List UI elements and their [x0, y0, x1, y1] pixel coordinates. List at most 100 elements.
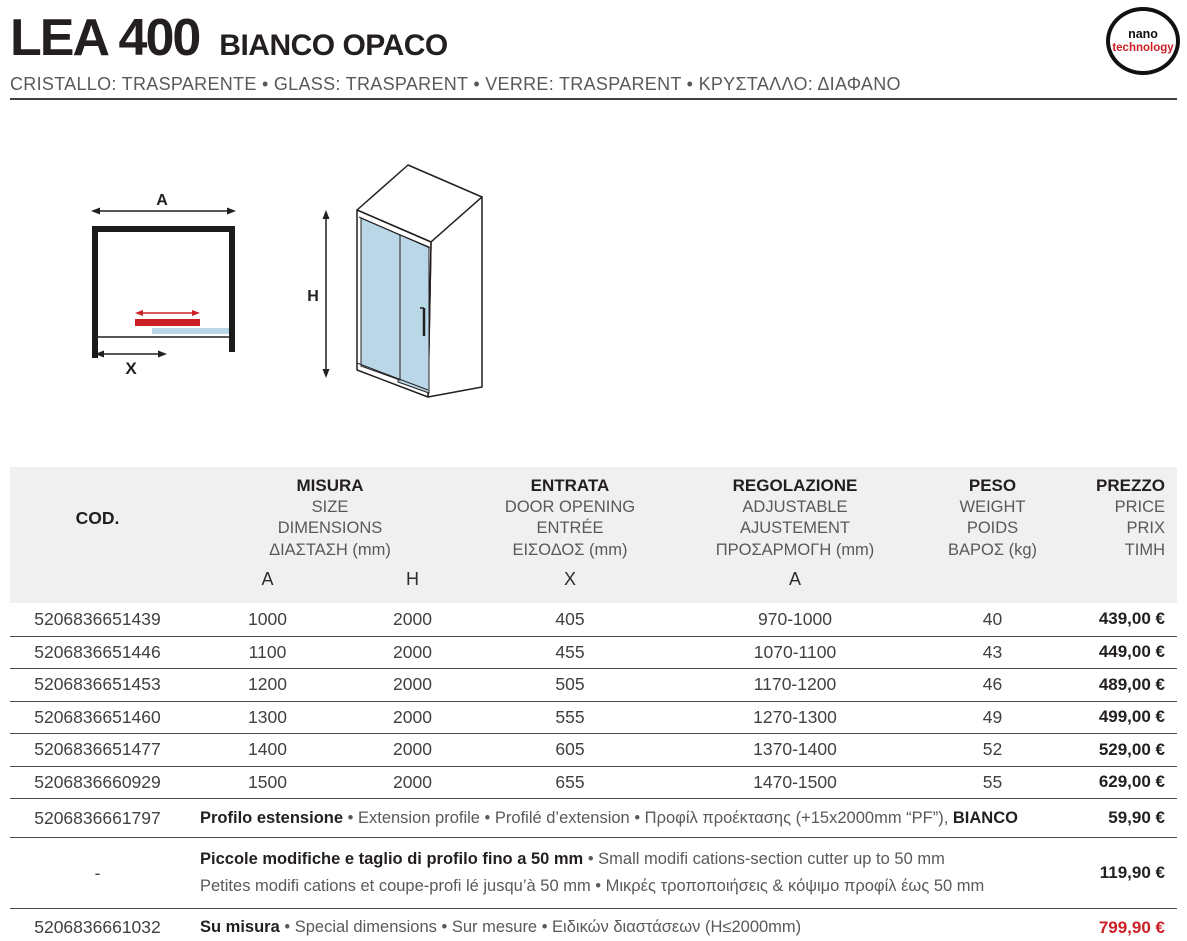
arrowhead	[322, 369, 330, 378]
door-opening-x: 405	[555, 608, 585, 629]
product-code: 5206836661797	[34, 807, 161, 828]
price: 119,90 €	[1099, 863, 1165, 882]
door-opening-x: 605	[555, 739, 585, 760]
product-code: 5206836661032	[34, 917, 161, 937]
product-code: 5206836651477	[34, 739, 161, 760]
column-header-door-opening: ENTRATA DOOR OPENING ENTRÉE ΕΙΣΟΔΟΣ (mm)	[504, 476, 636, 559]
door-opening-x: 555	[555, 706, 585, 727]
arrowhead	[158, 350, 167, 358]
table-row: 5206836651477 1400 2000 605 1370-1400 52…	[10, 733, 1177, 766]
arrowhead	[135, 310, 143, 316]
glass-panel-front	[360, 217, 401, 381]
subheader-h: H	[406, 568, 419, 589]
row-description: Piccole modifiche e taglio di profilo fi…	[185, 846, 1060, 900]
door-opening-x: 655	[555, 771, 585, 792]
dimension-a: 1500	[248, 771, 287, 792]
adjustable-range: 1170-1200	[753, 674, 837, 695]
row-description: Profilo estensione • Extension profile •…	[185, 809, 1060, 828]
table-header: COD. MISURA SIZE DIMENSIONS ΔΙΑΣΤΑΣΗ (mm…	[10, 467, 1177, 603]
glass-type-line: CRISTALLO: TRASPARENTE • GLASS: TRASPARE…	[10, 74, 901, 94]
price: 499,00 €	[1098, 707, 1165, 727]
wall-left	[92, 226, 98, 358]
adjustable-range: 1070-1100	[753, 641, 837, 662]
dimension-a: 1300	[248, 706, 287, 727]
price: 439,00 €	[1098, 609, 1165, 629]
table-row: 5206836651439 1000 2000 405 970-1000 40 …	[10, 603, 1177, 636]
adjustable-range: 970-1000	[758, 608, 832, 629]
subheader-x: X	[563, 568, 576, 589]
table-row: 5206836651453 1200 2000 505 1170-1200 46…	[10, 668, 1177, 701]
price-table: COD. MISURA SIZE DIMENSIONS ΔΙΑΣΤΑΣΗ (mm…	[10, 467, 1177, 941]
door-opening-x: 455	[555, 641, 585, 662]
description-line-2: Petites modifi cations et coupe-profi lé…	[200, 877, 985, 895]
sliding-door-panel	[135, 319, 200, 326]
arrowhead	[227, 207, 236, 215]
table-subheader: A H X A	[10, 561, 1177, 597]
weight-kg: 46	[982, 674, 1003, 695]
product-code: 5206836660929	[34, 771, 161, 792]
product-variant: BIANCO OPACO	[219, 29, 448, 62]
weight-kg: 40	[982, 608, 1003, 629]
dimension-a: 1100	[248, 641, 287, 662]
description-line-1: Piccole modifiche e taglio di profilo fi…	[200, 846, 1060, 873]
nano-technology-logo: nano technology	[1106, 7, 1180, 75]
dimension-h: 2000	[393, 739, 432, 760]
height-dimension-label: H	[307, 288, 319, 305]
description-bold-2: BIANCO	[952, 808, 1018, 827]
adjustable-range: 1470-1500	[753, 771, 837, 792]
width-dimension-label: A	[156, 192, 168, 209]
arrowhead	[95, 350, 104, 358]
bottom-rail	[356, 362, 429, 391]
table-body: 5206836651439 1000 2000 405 970-1000 40 …	[10, 603, 1177, 941]
product-code: 5206836651453	[34, 674, 161, 695]
dimension-a: 1400	[248, 739, 287, 760]
dimension-h: 2000	[393, 771, 432, 792]
arrowhead	[322, 210, 330, 219]
page-header: LEA 400 BIANCO OPACO	[10, 8, 448, 68]
description-text: • Small modifi cations-section cutter up…	[583, 850, 945, 868]
product-title: LEA 400	[10, 9, 201, 67]
dimension-h: 2000	[393, 608, 432, 629]
description-bold: Su misura	[200, 918, 280, 936]
table-row-extension-profile: 5206836661797 Profilo estensione • Exten…	[10, 798, 1177, 837]
subheader-adj-a: A	[788, 568, 801, 589]
fixed-glass-panel	[152, 328, 229, 334]
arrowhead	[192, 310, 200, 316]
description-text: • Extension profile • Profilé d’extensio…	[343, 808, 953, 827]
weight-kg: 43	[982, 641, 1003, 662]
product-code: 5206836651439	[34, 608, 161, 629]
price: 449,00 €	[1098, 642, 1165, 662]
logo-text-nano: nano	[1128, 27, 1158, 42]
price: 799,90 €	[1098, 917, 1165, 937]
table-row-modifications: - Piccole modifiche e taglio di profilo …	[10, 837, 1177, 908]
dimension-h: 2000	[393, 706, 432, 727]
top-view-diagram: A X	[91, 192, 236, 377]
wall-top	[92, 226, 235, 232]
price: 629,00 €	[1098, 772, 1165, 792]
weight-kg: 49	[982, 706, 1003, 727]
product-code: 5206836651446	[34, 641, 161, 662]
arrowhead	[91, 207, 100, 215]
column-header-price: PREZZO PRICE PRIX ΤΙΜΗ	[1096, 476, 1165, 559]
adjustable-range: 1270-1300	[753, 706, 837, 727]
price: 59,90 €	[1108, 808, 1165, 827]
product-code: -	[94, 862, 101, 883]
table-row: 5206836660929 1500 2000 655 1470-1500 55…	[10, 765, 1177, 798]
table-row-custom-size: 5206836661032 Su misura • Special dimens…	[10, 908, 1177, 941]
header-divider	[10, 98, 1177, 100]
dimension-a: 1200	[248, 674, 287, 695]
row-description: Su misura • Special dimensions • Sur mes…	[185, 918, 1060, 937]
description-bold: Piccole modifiche e taglio di profilo fi…	[200, 850, 584, 868]
product-code: 5206836651460	[34, 706, 161, 727]
table-row: 5206836651460 1300 2000 555 1270-1300 49…	[10, 700, 1177, 733]
price: 529,00 €	[1098, 739, 1165, 759]
table-row: 5206836651446 1100 2000 455 1070-1100 43…	[10, 635, 1177, 668]
wall-right	[229, 226, 235, 352]
weight-kg: 52	[982, 739, 1003, 760]
enclosure-3d-diagram: H	[307, 164, 483, 398]
adjustable-range: 1370-1400	[753, 739, 837, 760]
logo-text-technology: technology	[1112, 41, 1174, 54]
dimension-h: 2000	[393, 674, 432, 695]
dimension-a: 1000	[248, 608, 287, 629]
